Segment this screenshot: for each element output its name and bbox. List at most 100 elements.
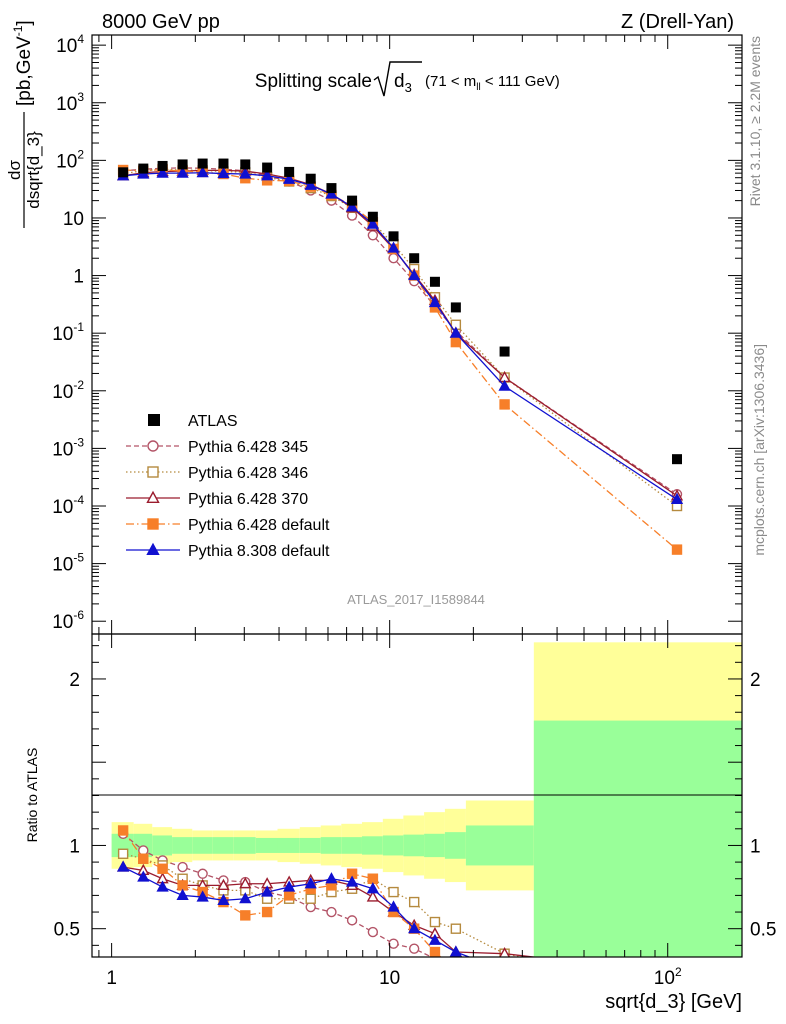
y-tick-label-ratio-right: 0.5 bbox=[750, 920, 776, 941]
point-p6def bbox=[671, 544, 683, 555]
ratio-point-p6def bbox=[157, 863, 168, 874]
ratio-point-p8def bbox=[217, 893, 230, 905]
y-tick-label-exp: 4 bbox=[77, 32, 84, 46]
y-tick-label-ratio-right: 2 bbox=[750, 670, 761, 691]
point-p6def bbox=[499, 399, 510, 410]
point-p8def bbox=[428, 295, 442, 308]
point-p8def bbox=[408, 268, 421, 281]
legend-label: Pythia 8.308 default bbox=[188, 543, 330, 560]
y-tick-label: 10-1 bbox=[52, 320, 84, 345]
atlas-point bbox=[218, 158, 229, 169]
ratio-point-p6def bbox=[117, 825, 129, 836]
y-tick-label-base: 10 bbox=[56, 151, 77, 172]
legend-marker-p6def bbox=[147, 518, 159, 530]
axis-ticks: 1 10 10210-610-510-410-310-210-11101021031… bbox=[52, 32, 776, 989]
ratio-point-p8def bbox=[239, 892, 252, 904]
atlas-point bbox=[409, 253, 420, 264]
point-p8def bbox=[261, 169, 274, 181]
ratio-point-p370 bbox=[239, 877, 252, 889]
title-cut-close: < 111 GeV) bbox=[481, 73, 560, 90]
ratio-point-p6def bbox=[177, 880, 188, 891]
ratio-point-p370 bbox=[217, 878, 230, 890]
ratio-point-p8def bbox=[345, 875, 359, 887]
ratio-point-p370 bbox=[499, 947, 511, 957]
legend-label: ATLAS bbox=[188, 413, 238, 430]
ratio-point-p345 bbox=[367, 926, 379, 938]
y-tick-label-base: 10 bbox=[52, 324, 73, 345]
ratio-point-p346 bbox=[117, 848, 129, 859]
header-right: Z (Drell-Yan) bbox=[621, 11, 734, 33]
ratio-point-p8def bbox=[304, 877, 317, 889]
x-tick-label-base: 10 bbox=[654, 968, 675, 989]
band-inner-bin bbox=[172, 837, 193, 854]
x-tick-label: 102 bbox=[654, 965, 682, 989]
y-tick-label: 10 bbox=[63, 209, 84, 230]
y-tick-label: 103 bbox=[56, 90, 84, 115]
ratio-point-p345 bbox=[197, 868, 208, 879]
y-label-units: [pb,GeV-1] bbox=[11, 20, 35, 106]
y-tick-label-base: 10 bbox=[52, 612, 73, 633]
point-p8def bbox=[196, 166, 209, 178]
ratio-point-p6def bbox=[451, 966, 460, 975]
y-tick-label-base: 10 bbox=[52, 497, 73, 518]
ratio-point-p346 bbox=[305, 893, 316, 904]
y-tick-label-base: 10 bbox=[52, 382, 73, 403]
legend-label: Pythia 6.428 default bbox=[188, 517, 330, 534]
x-tick-label: 10 bbox=[379, 968, 400, 989]
ratio-point-p6def bbox=[500, 987, 509, 996]
atlas-point bbox=[367, 211, 378, 222]
atlas-point bbox=[118, 167, 129, 178]
point-p8def bbox=[304, 178, 317, 190]
ratio-point-p8def bbox=[387, 900, 400, 912]
y-tick-label: 10-2 bbox=[52, 378, 84, 403]
analysis-id: ATLAS_2017_I1589844 bbox=[347, 592, 485, 607]
ratio-point-p346 bbox=[450, 923, 462, 934]
atlas-point bbox=[197, 158, 208, 169]
ratio-point-p346 bbox=[429, 916, 441, 928]
atlas-point bbox=[262, 162, 273, 173]
y-tick-label: 1 bbox=[73, 267, 84, 288]
title-cut: (71 < mll < 111 GeV) bbox=[425, 73, 560, 93]
ratio-point-p8def bbox=[283, 880, 296, 892]
ratio-point-p8def bbox=[196, 890, 209, 902]
ratio-point-p6def bbox=[240, 910, 251, 921]
ratio-point-p6def bbox=[429, 946, 441, 957]
atlas-point bbox=[388, 231, 399, 242]
band-inner-bin bbox=[361, 836, 383, 855]
title-cut-open: (71 < m bbox=[425, 73, 476, 90]
ratio-point-p8def bbox=[408, 922, 421, 934]
y-tick-label: 10-3 bbox=[52, 435, 84, 460]
point-p6def bbox=[450, 336, 462, 348]
band-inner-bin bbox=[233, 837, 256, 854]
y-tick-label-exp: -2 bbox=[73, 378, 84, 392]
ratio-series bbox=[117, 825, 539, 996]
y-tick-label-exp: -5 bbox=[73, 551, 84, 565]
ratio-point-p6def bbox=[367, 873, 379, 884]
y-tick-label-base: 10 bbox=[56, 94, 77, 115]
y-label-denominator: dsqrt{d_3} bbox=[24, 131, 43, 209]
ratio-point-p8def bbox=[325, 872, 338, 884]
band-inner-bin bbox=[299, 837, 321, 853]
ratio-point-p6def bbox=[138, 853, 149, 864]
band-inner-bin bbox=[465, 825, 534, 866]
y-tick-label-base: 10 bbox=[52, 555, 73, 576]
y-tick-label-ratio-left: 0.5 bbox=[54, 920, 80, 941]
y-tick-label-exp: -4 bbox=[73, 493, 84, 507]
ratio-point-p345 bbox=[500, 961, 509, 970]
band-inner-bin bbox=[533, 720, 742, 957]
point-p8def bbox=[670, 492, 684, 505]
ratio-point-p8def bbox=[156, 880, 169, 892]
band-inner-bin bbox=[382, 835, 404, 856]
y-tick-label: 10-5 bbox=[52, 551, 84, 576]
legend-marker-p345 bbox=[147, 440, 159, 452]
point-p345 bbox=[388, 253, 399, 264]
band-inner-bin bbox=[277, 837, 300, 853]
top-y-axis-label: dσ dsqrt{d_3} [pb,GeV-1] bbox=[5, 20, 43, 228]
ratio-point-p8def bbox=[428, 933, 442, 945]
y-tick-label-base: 10 bbox=[56, 36, 77, 57]
legend-marker-p8def bbox=[146, 542, 160, 556]
y-tick-label-exp: -3 bbox=[73, 435, 84, 449]
ratio-bands bbox=[111, 642, 742, 957]
ratio-point-p6def bbox=[283, 890, 295, 901]
header-left: 8000 GeV pp bbox=[102, 11, 220, 33]
